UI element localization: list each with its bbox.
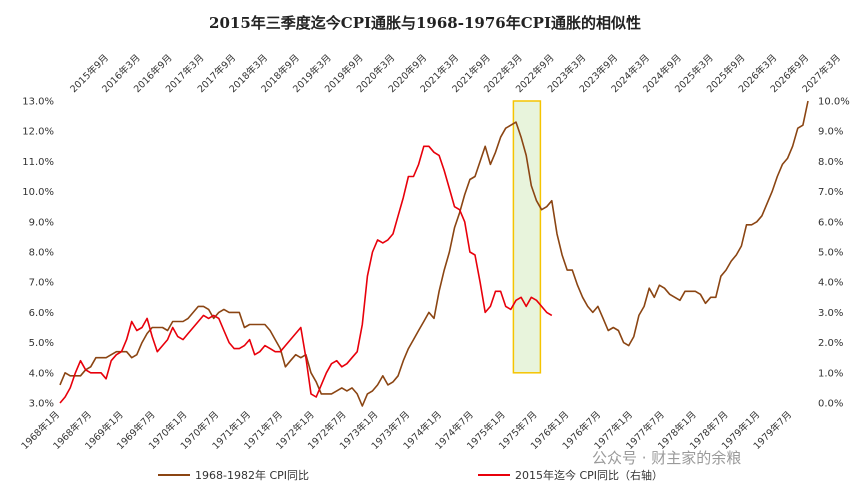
left-y-tick-label: 11.0%: [22, 157, 54, 168]
right-y-tick-label: 8.0%: [818, 157, 843, 168]
left-y-tick-label: 13.0%: [22, 97, 54, 108]
legend-label-2015: 2015年迄今 CPI同比（右轴）: [515, 468, 663, 482]
left-y-tick-label: 10.0%: [22, 187, 54, 198]
plot-lines: [59, 100, 809, 407]
highlight-box: [512, 100, 542, 374]
right-y-tick-label: 6.0%: [818, 217, 843, 228]
watermark-text: 公众号 · 财主家的余粮: [592, 449, 741, 467]
left-y-tick-label: 6.0%: [29, 308, 54, 319]
left-y-tick-label: 8.0%: [29, 248, 54, 259]
right-y-tick-label: 4.0%: [818, 278, 843, 289]
left-y-tick-label: 5.0%: [29, 338, 54, 349]
left-y-tick-label: 4.0%: [29, 368, 54, 379]
left-y-tick-label: 7.0%: [29, 278, 54, 289]
right-y-tick-label: 7.0%: [818, 187, 843, 198]
legend-label-1968: 1968-1982年 CPI同比: [195, 468, 309, 482]
legend: 1968-1982年 CPI同比 2015年迄今 CPI同比（右轴）: [158, 468, 663, 482]
right-y-tick-label: 10.0%: [818, 97, 850, 108]
bottom-x-axis: 1968年1月1968年7月1969年1月1969年7月1970年1月1970年…: [19, 409, 794, 452]
left-y-axis: 3.0% 4.0% 5.0% 6.0% 7.0% 8.0% 9.0% 10.0% 11.0% 12…: [22, 97, 54, 410]
right-y-tick-label: 3.0%: [818, 308, 843, 319]
right-y-tick-label: 1.0%: [818, 368, 843, 379]
series-line-1968-1982: [59, 100, 809, 407]
series-line-2015-present: [59, 145, 553, 404]
right-y-tick-label: 2.0%: [818, 338, 843, 349]
chart-title: 2015年三季度迄今CPI通胀与1968-1976年CPI通胀的相似性: [209, 14, 641, 32]
right-y-axis: 0.0% 1.0% 2.0% 3.0% 4.0% 5.0% 6.0% 7.0% 8.0% 9.0%…: [818, 97, 850, 410]
left-y-tick-label: 12.0%: [22, 127, 54, 138]
top-x-axis: 2015年9月2016年3月2016年9月2017年3月2017年9月2018年…: [68, 52, 843, 95]
left-y-tick-label: 9.0%: [29, 217, 54, 228]
right-y-tick-label: 9.0%: [818, 127, 843, 138]
left-y-tick-label: 3.0%: [29, 399, 54, 410]
right-y-tick-label: 0.0%: [818, 399, 843, 410]
right-y-tick-label: 5.0%: [818, 248, 843, 259]
